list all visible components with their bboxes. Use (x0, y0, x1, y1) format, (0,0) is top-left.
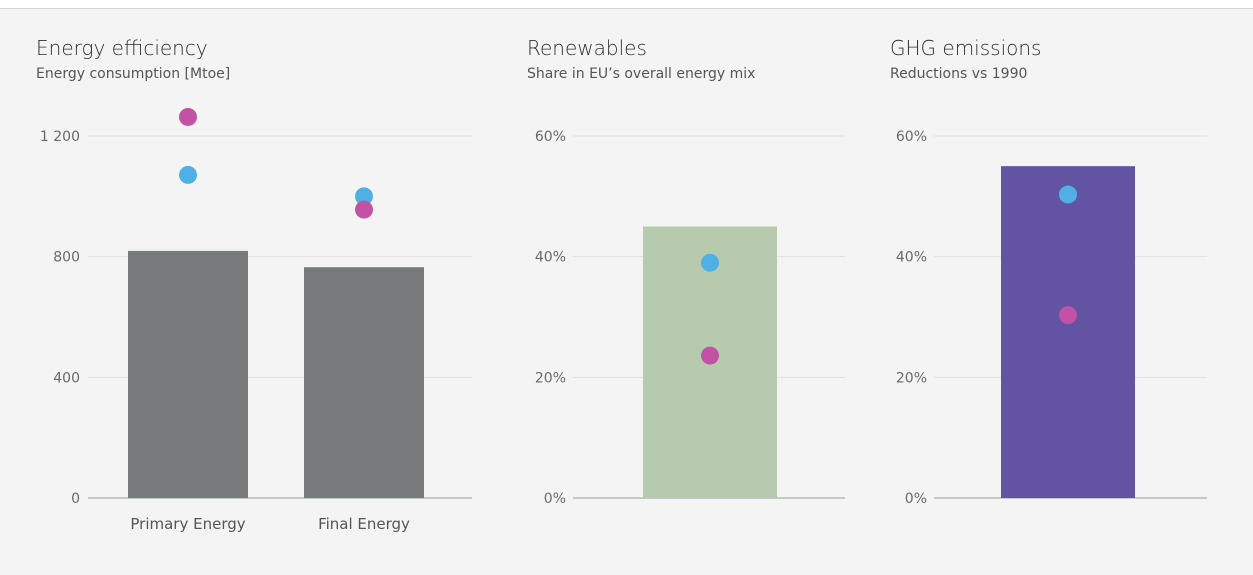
chart-subtitle-energy-efficiency: Energy consumption [Mtoe] (36, 66, 231, 82)
y-tick-label: 1 200 (40, 129, 80, 145)
chart-title-energy-efficiency: Energy efficiency (36, 36, 208, 60)
x-tick-label: Primary Energy (130, 515, 245, 533)
bar (128, 250, 248, 498)
chart-title-ghg-emissions: GHG emissions (890, 36, 1042, 60)
bar (1001, 166, 1135, 498)
data-point-marker (355, 200, 373, 219)
y-tick-label: 0% (905, 491, 927, 507)
y-tick-label: 60% (535, 129, 566, 145)
chart-subtitle-ghg-emissions: Reductions vs 1990 (890, 66, 1028, 82)
data-point-marker (701, 346, 719, 365)
y-tick-label: 0% (544, 491, 566, 507)
data-point-marker (179, 107, 197, 126)
chart-subtitle-renewables: Share in EU’s overall energy mix (527, 66, 756, 82)
data-point-marker (701, 253, 719, 272)
y-tick-label: 0 (71, 491, 80, 507)
y-tick-label: 20% (535, 370, 566, 386)
bar (304, 267, 424, 498)
data-point-marker (355, 187, 373, 206)
data-point-marker (1059, 306, 1077, 325)
y-tick-label: 40% (896, 250, 927, 266)
y-tick-label: 400 (53, 370, 80, 386)
data-point-marker (179, 165, 197, 184)
x-tick-label: Final Energy (318, 515, 410, 533)
y-tick-label: 800 (53, 250, 80, 266)
chart-title-renewables: Renewables (527, 36, 647, 60)
y-tick-label: 20% (896, 370, 927, 386)
data-point-marker (1059, 185, 1077, 204)
y-tick-label: 40% (535, 250, 566, 266)
y-tick-label: 60% (896, 129, 927, 145)
